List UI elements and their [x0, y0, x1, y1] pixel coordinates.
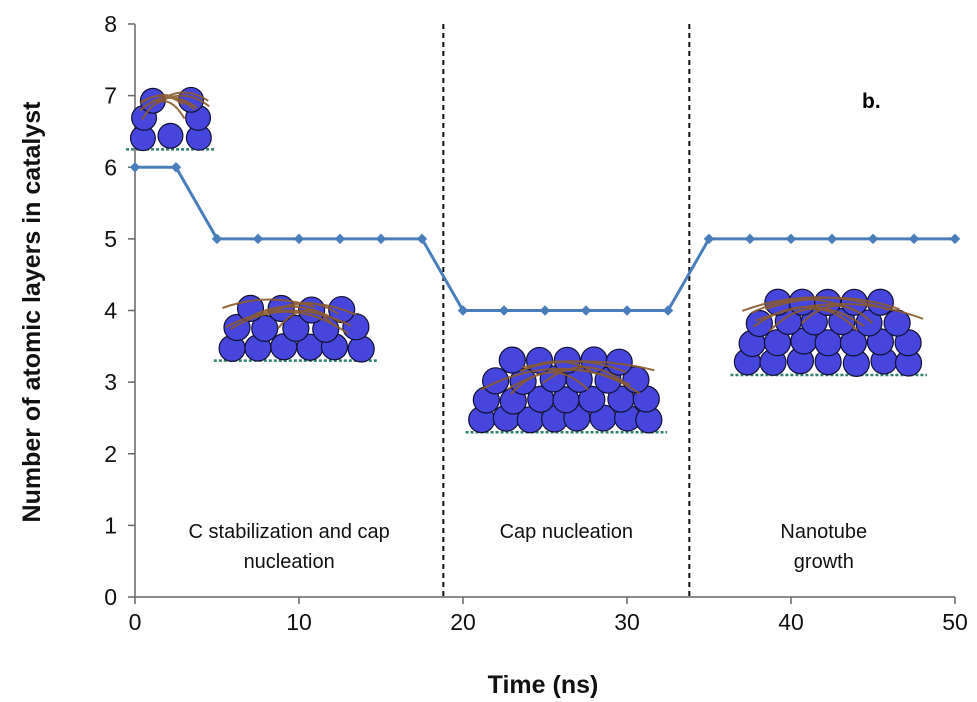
data-point-marker [908, 233, 920, 245]
region-label: C stabilization and cap [189, 521, 390, 543]
y-tick-label: 5 [104, 226, 117, 252]
metal-atom [763, 329, 792, 357]
x-axis-title: Time (ns) [488, 671, 599, 699]
data-point-marker [334, 233, 346, 245]
data-point-marker [744, 233, 756, 245]
region-dividers [442, 24, 691, 597]
data-point-marker [375, 233, 387, 245]
data-point-marker [416, 233, 428, 245]
metal-atom [282, 314, 310, 342]
region-label: growth [794, 551, 854, 573]
metal-atom [855, 309, 883, 337]
data-point-marker [662, 305, 674, 316]
y-tick-label: 0 [104, 584, 117, 610]
x-tick-label: 40 [778, 609, 804, 635]
data-point-marker [293, 233, 305, 245]
data-point-marker [211, 233, 223, 245]
axes: 0 1 2 3 4 5 6 7 8 0 10 20 30 40 50 [104, 11, 968, 635]
cluster-4-image [730, 288, 928, 377]
data-point-marker [252, 233, 264, 245]
carbon-network [480, 360, 655, 395]
metal-atom [828, 308, 856, 336]
data-point-marker [498, 305, 510, 316]
data-point-marker [703, 233, 715, 245]
y-tick-label: 4 [104, 298, 117, 324]
cluster-2-image [213, 294, 378, 363]
region-label: nucleation [244, 551, 335, 573]
data-point-marker [949, 233, 961, 245]
data-point-marker [785, 233, 797, 245]
metal-atom [839, 329, 868, 357]
metal-atom [578, 385, 606, 414]
y-tick-label: 2 [104, 441, 117, 467]
metal-atom [482, 367, 510, 395]
data-point-marker [539, 305, 551, 316]
data-point-marker [621, 305, 633, 316]
region-label: Nanotube [780, 521, 867, 543]
data-point-marker [129, 162, 141, 173]
cluster-3-image [465, 346, 668, 434]
data-point-marker [826, 233, 838, 245]
data-point-marker [580, 305, 592, 316]
panel-label: b. [862, 90, 881, 113]
data-point-marker [170, 162, 182, 173]
x-tick-label: 30 [614, 609, 640, 635]
metal-atom [251, 314, 279, 342]
carbon-network [222, 298, 357, 335]
text-labels: Time (ns) Number of atomic layers in cat… [18, 90, 881, 699]
nanocluster-insets [126, 86, 928, 434]
data-point-marker [457, 305, 469, 316]
x-tick-label: 10 [286, 609, 312, 635]
x-tick-label: 20 [450, 609, 476, 635]
data-point-marker [867, 233, 879, 245]
y-tick-label: 1 [104, 512, 117, 538]
y-tick-label: 8 [104, 11, 117, 37]
y-tick-label: 6 [104, 154, 117, 180]
carbon-network [139, 91, 210, 121]
x-tick-label: 50 [942, 609, 968, 635]
metal-atom [347, 335, 375, 363]
cluster-1-image [126, 86, 217, 152]
metal-atom [498, 346, 526, 374]
y-tick-label: 3 [104, 369, 117, 395]
y-tick-label: 7 [104, 83, 117, 109]
carbon-network [741, 296, 924, 333]
x-tick-label: 0 [129, 609, 142, 635]
series-layer [129, 162, 961, 316]
y-axis-title: Number of atomic layers in catalyst [18, 101, 46, 523]
metal-atom [157, 122, 184, 149]
region-label: Cap nucleation [500, 521, 633, 543]
